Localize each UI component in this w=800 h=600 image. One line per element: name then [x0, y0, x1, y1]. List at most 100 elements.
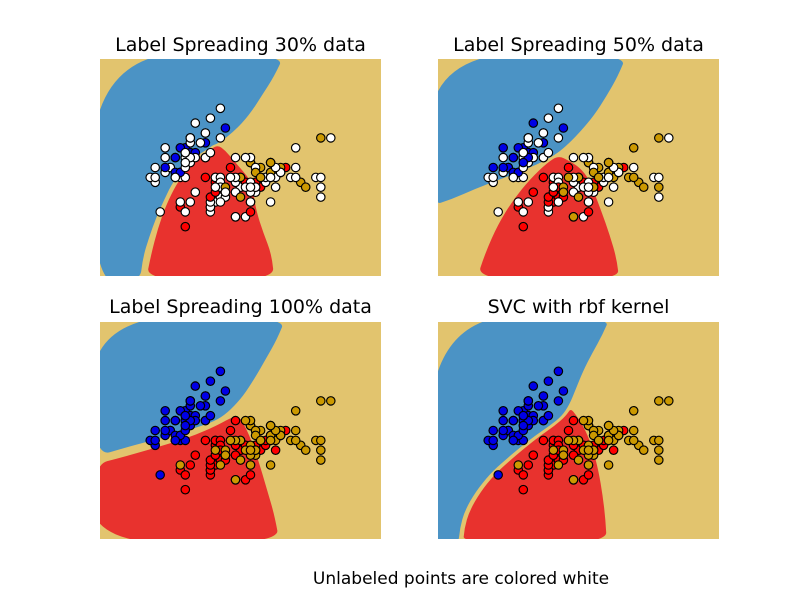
data-point: [533, 138, 544, 148]
data-point: [543, 147, 554, 158]
data-point: [528, 381, 539, 391]
data-point: [205, 410, 216, 421]
data-point: [628, 435, 639, 446]
data-point: [195, 138, 206, 148]
data-point: [235, 192, 246, 202]
data-point: [553, 133, 564, 143]
data-point: [553, 396, 564, 406]
data-point: [200, 128, 211, 138]
data-point: [654, 182, 664, 192]
data-point: [563, 172, 574, 183]
data-point: [316, 133, 326, 143]
data-point: [160, 425, 170, 436]
data-point: [210, 182, 221, 192]
data-point: [290, 143, 301, 153]
data-point: [160, 152, 170, 163]
data-point: [180, 410, 191, 421]
data-point: [265, 197, 276, 207]
data-point: [265, 435, 276, 446]
data-point: [518, 420, 529, 431]
data-point: [180, 207, 191, 217]
data-point: [230, 152, 241, 163]
data-point: [498, 415, 508, 426]
data-point: [270, 182, 281, 192]
data-point: [210, 445, 221, 455]
data-point: [190, 381, 201, 391]
data-point: [185, 460, 196, 470]
data-point: [578, 152, 589, 163]
data-point: [200, 435, 211, 446]
decision-region-plot-30: [100, 59, 381, 276]
data-point: [538, 391, 549, 401]
data-point: [300, 182, 311, 192]
data-point: [290, 425, 301, 436]
data-point: [190, 187, 201, 197]
data-point: [654, 445, 664, 455]
data-point: [225, 435, 236, 446]
data-point: [573, 192, 584, 202]
data-point: [493, 207, 503, 217]
data-point: [558, 386, 569, 396]
data-point: [160, 415, 170, 426]
data-point: [160, 162, 170, 173]
data-point: [290, 172, 301, 183]
data-point: [493, 470, 503, 480]
data-point: [573, 455, 584, 465]
data-point: [498, 406, 508, 416]
data-point: [488, 172, 498, 183]
data-point: [538, 172, 549, 183]
data-point: [543, 376, 554, 386]
data-point: [533, 401, 544, 411]
data-point: [638, 445, 649, 455]
data-point: [290, 406, 301, 416]
subplot-svc-rbf: [438, 322, 719, 539]
data-point: [215, 103, 226, 114]
panel-title-label-spreading-50: Label Spreading 50% data: [453, 34, 704, 56]
data-point: [628, 406, 639, 416]
data-point: [608, 182, 619, 192]
data-point: [155, 207, 165, 217]
data-point: [316, 396, 326, 406]
data-point: [205, 113, 216, 123]
region-blue: [100, 59, 280, 276]
data-point: [245, 182, 256, 192]
data-point: [508, 435, 519, 446]
data-point: [603, 157, 614, 168]
data-point: [603, 172, 614, 183]
data-point: [558, 123, 569, 133]
data-point: [290, 435, 301, 446]
data-point: [265, 172, 276, 183]
data-point: [508, 152, 519, 163]
data-point: [498, 162, 508, 173]
data-point: [518, 221, 529, 232]
figure-caption: Unlabeled points are colored white: [312, 569, 610, 589]
panel-title-label-spreading-30: Label Spreading 30% data: [115, 34, 366, 56]
data-point: [190, 118, 201, 128]
subplot-label-spreading-100: [100, 322, 381, 539]
data-point: [654, 133, 664, 143]
data-point: [488, 435, 498, 446]
data-point: [628, 425, 639, 436]
data-point: [220, 187, 231, 197]
data-point: [170, 415, 181, 426]
data-point: [558, 450, 569, 460]
data-point: [518, 410, 529, 421]
data-point: [215, 460, 226, 470]
data-point: [180, 147, 191, 158]
data-point: [326, 133, 336, 143]
data-point: [518, 470, 529, 480]
data-point: [160, 143, 170, 153]
data-point: [225, 425, 236, 436]
data-point: [185, 396, 196, 406]
data-point: [215, 366, 226, 377]
data-point: [568, 152, 579, 163]
data-point: [583, 197, 594, 207]
data-point: [316, 435, 326, 446]
data-point: [603, 435, 614, 446]
data-point: [528, 450, 539, 460]
data-point: [553, 366, 564, 377]
data-point: [523, 396, 534, 406]
data-point: [523, 197, 534, 207]
data-point: [488, 425, 498, 436]
data-point: [593, 172, 604, 183]
